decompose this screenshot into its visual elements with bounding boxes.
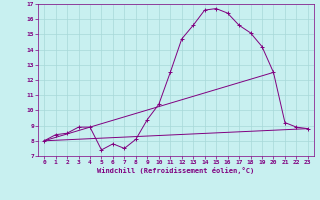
X-axis label: Windchill (Refroidissement éolien,°C): Windchill (Refroidissement éolien,°C) (97, 167, 255, 174)
